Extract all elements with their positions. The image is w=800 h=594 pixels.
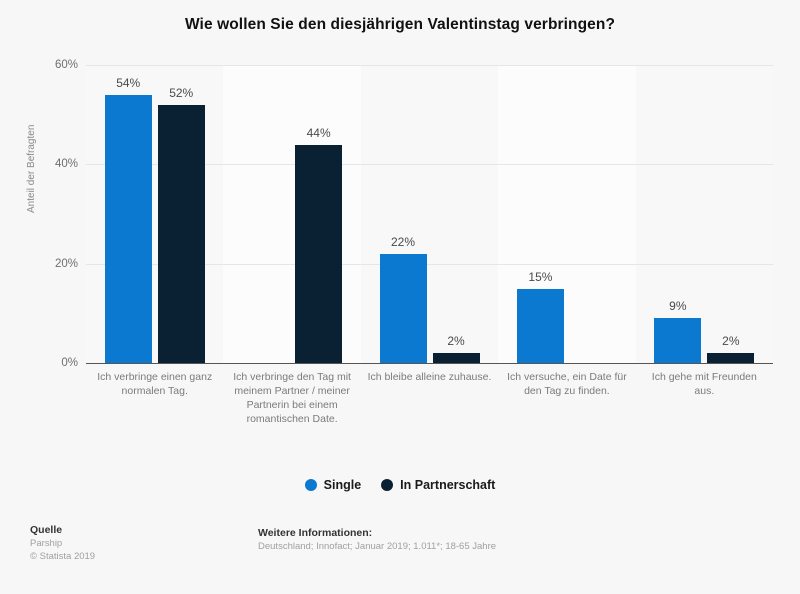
bar-slot-partner-1: 52% <box>157 65 205 363</box>
bar-group-3: 22% 2% <box>361 65 498 363</box>
y-axis-tick-40: 40% <box>54 158 78 170</box>
bar-slot-single-4: 15% <box>516 65 564 363</box>
bar-partner-1[interactable]: 52% <box>157 86 205 363</box>
gridline-40 <box>86 164 773 166</box>
y-axis-tick-20: 20% <box>54 258 78 270</box>
source-heading: Quelle <box>30 524 63 536</box>
bar-slot-single-5: 9% <box>654 65 702 363</box>
plot-area: 54% 52% 44% <box>86 65 773 364</box>
bar-value-label: 2% <box>447 334 465 349</box>
source-name: Parship <box>30 538 63 549</box>
x-axis-line <box>86 362 773 364</box>
bar-slot-partner-3: 2% <box>432 65 480 363</box>
chart-title: Wie wollen Sie den diesjährigen Valentin… <box>184 16 616 33</box>
bar-group-1: 54% 52% <box>86 65 223 363</box>
bar-partner-2[interactable]: 44% <box>295 126 343 363</box>
bar-single-5[interactable]: 9% <box>654 299 702 363</box>
x-axis-label-2: Ich verbringe den Tag mit meinem Partner… <box>233 371 351 425</box>
legend-swatch-icon <box>304 479 317 491</box>
legend-label-partner: In Partnerschaft <box>400 478 496 492</box>
plot-band-5 <box>635 65 773 363</box>
bar-value-label: 9% <box>669 299 687 314</box>
x-axis-label-4: Ich versuche, ein Date für den Tag zu fi… <box>507 371 627 397</box>
y-axis-tick-0: 0% <box>61 357 78 369</box>
gridline-60 <box>86 65 773 66</box>
bar-slot-single-3: 22% <box>379 65 427 363</box>
info-detail: Deutschland; Innofact; Januar 2019; 1.01… <box>258 541 497 552</box>
bar-group-2: 44% <box>223 65 360 363</box>
x-axis-labels: Ich verbringe einen ganz normalen Tag. I… <box>86 370 773 426</box>
bar-slot-partner-2: 44% <box>295 65 343 363</box>
info-heading: Weitere Informationen: <box>258 527 373 539</box>
footer-source-block: Quelle Parship © Statista 2019 <box>30 523 240 563</box>
bar-partner-3[interactable]: 2% <box>432 334 480 363</box>
x-axis-label-3: Ich bleibe alleine zuhause. <box>367 371 492 383</box>
legend-item-partner[interactable]: In Partnerschaft <box>381 478 495 492</box>
y-axis-tick-60: 60% <box>54 59 78 71</box>
legend-label-single: Single <box>323 478 362 492</box>
legend-item-single[interactable]: Single <box>304 478 362 492</box>
bar-single-1[interactable]: 54% <box>104 76 152 363</box>
bar-partner-5[interactable]: 2% <box>707 334 755 363</box>
bar-single-4[interactable]: 15% <box>516 270 564 363</box>
bar-groups: 54% 52% 44% <box>86 65 773 363</box>
bar-group-5: 9% 2% <box>636 65 773 363</box>
footer-info-block: Weitere Informationen: Deutschland; Inno… <box>258 526 678 553</box>
bar-slot-single-2 <box>242 65 289 363</box>
bar-value-label: 52% <box>169 85 194 100</box>
chart-legend: Single In Partnerschaft <box>0 478 800 492</box>
bar-value-label: 54% <box>116 75 141 90</box>
x-axis-label-5: Ich gehe mit Freunden aus. <box>651 371 757 397</box>
bar-slot-partner-5: 2% <box>707 65 755 363</box>
bar-slot-partner-4 <box>570 65 617 363</box>
bar-single-3[interactable]: 22% <box>379 235 427 363</box>
bar-slot-single-1: 54% <box>104 65 152 363</box>
bar-group-4: 15% <box>498 65 635 363</box>
bar-value-label: 15% <box>528 269 553 284</box>
bar-value-label: 22% <box>391 234 416 249</box>
x-axis-label-1: Ich verbringe einen ganz normalen Tag. <box>97 371 213 397</box>
copyright-text: © Statista 2019 <box>30 551 96 562</box>
bar-value-label: 44% <box>306 125 331 140</box>
bar-value-label: 2% <box>722 334 740 349</box>
gridline-20 <box>86 263 773 265</box>
legend-swatch-icon <box>381 479 394 491</box>
